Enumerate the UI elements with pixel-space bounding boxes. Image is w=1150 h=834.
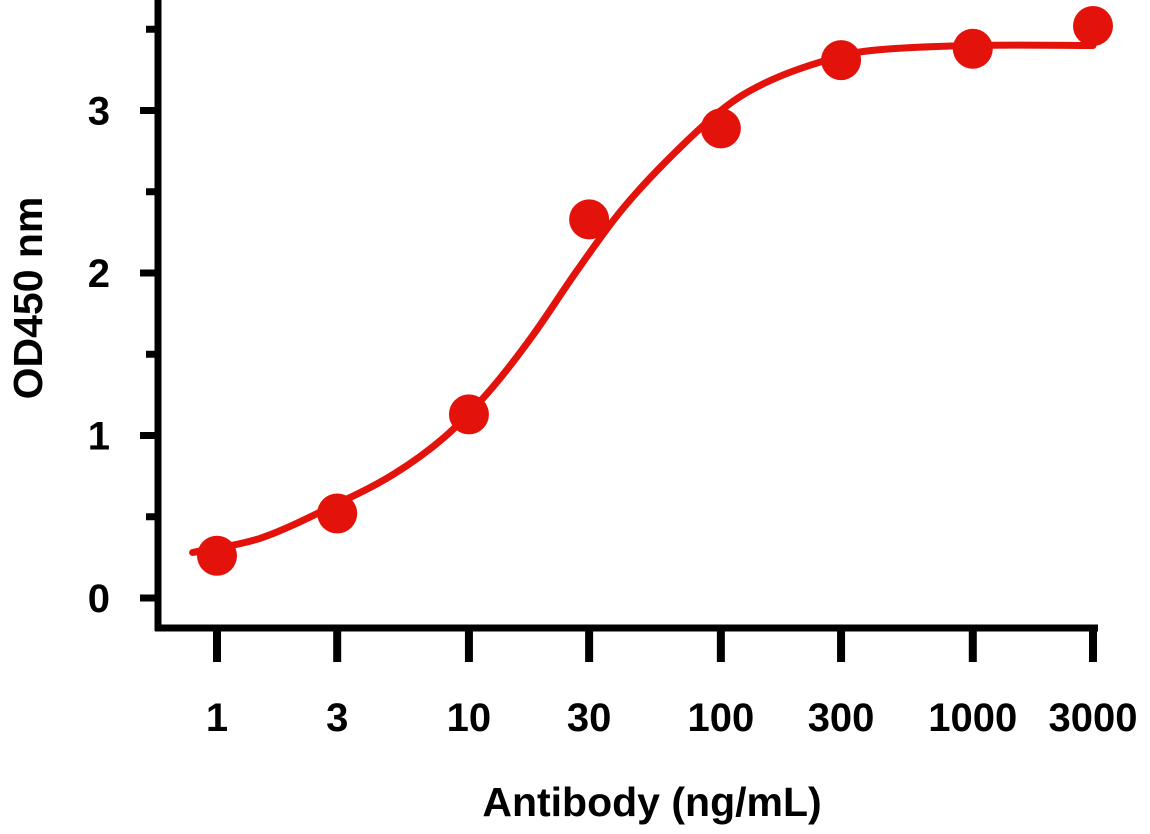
x-axis: 1 3 10 30 100 300 1000 3000 [155,624,1138,740]
x-tick-label: 30 [567,696,612,740]
y-axis-label: OD450 nm [5,197,51,400]
fit-curve [189,41,1097,556]
x-tick-label: 3 [326,696,348,740]
data-point [569,199,610,240]
x-tick-label: 100 [687,696,754,740]
data-point [1073,6,1113,46]
data-point [952,28,993,69]
data-point [821,40,862,81]
y-tick-label: 2 [88,252,110,296]
data-points [197,6,1113,576]
data-point [700,108,741,149]
fit-curve-group [189,41,1097,556]
data-point [317,493,358,534]
x-tick-label: 1000 [928,696,1017,740]
x-tick-label: 1 [206,696,228,740]
x-tick-label: 3000 [1049,696,1138,740]
x-tick-label: 300 [808,696,875,740]
y-tick-label: 1 [88,415,110,459]
data-point [197,535,237,576]
y-tick-label: 3 [88,90,110,134]
y-tick-label: 0 [88,577,110,621]
data-point [448,394,489,435]
x-axis-label: Antibody (ng/mL) [482,779,821,825]
x-tick-label: 10 [447,696,492,740]
y-axis: 0 1 2 3 [88,0,162,631]
